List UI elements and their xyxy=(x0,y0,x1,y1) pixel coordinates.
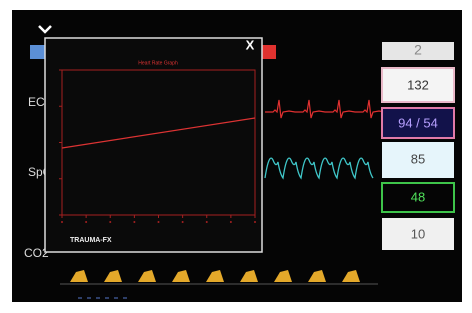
x-tick-dot xyxy=(182,221,184,223)
x-tick-dot xyxy=(254,221,256,223)
vital-value: 94 / 54 xyxy=(398,115,438,130)
vital-value: 2 xyxy=(414,42,422,58)
blue-button[interactable] xyxy=(30,45,46,59)
x-tick-dot xyxy=(158,221,160,223)
x-tick-dot xyxy=(206,221,208,223)
close-button[interactable]: X xyxy=(246,37,255,52)
logo: TRAUMA-FX xyxy=(70,237,112,244)
monitor-screen: ECG SpO2 CO2 X Heart Rate Graph TRAUMA-F… xyxy=(0,0,472,313)
popup-title: Heart Rate Graph xyxy=(138,60,178,66)
x-tick-dot xyxy=(230,221,232,223)
x-tick-dot xyxy=(133,221,135,223)
vital-value: 10 xyxy=(411,226,425,241)
vital-value: 48 xyxy=(411,189,425,204)
vital-value: 85 xyxy=(411,151,425,166)
x-tick-dot xyxy=(109,221,111,223)
x-tick-dot xyxy=(61,221,63,223)
x-tick-dot xyxy=(85,221,87,223)
vital-value: 132 xyxy=(407,77,429,92)
